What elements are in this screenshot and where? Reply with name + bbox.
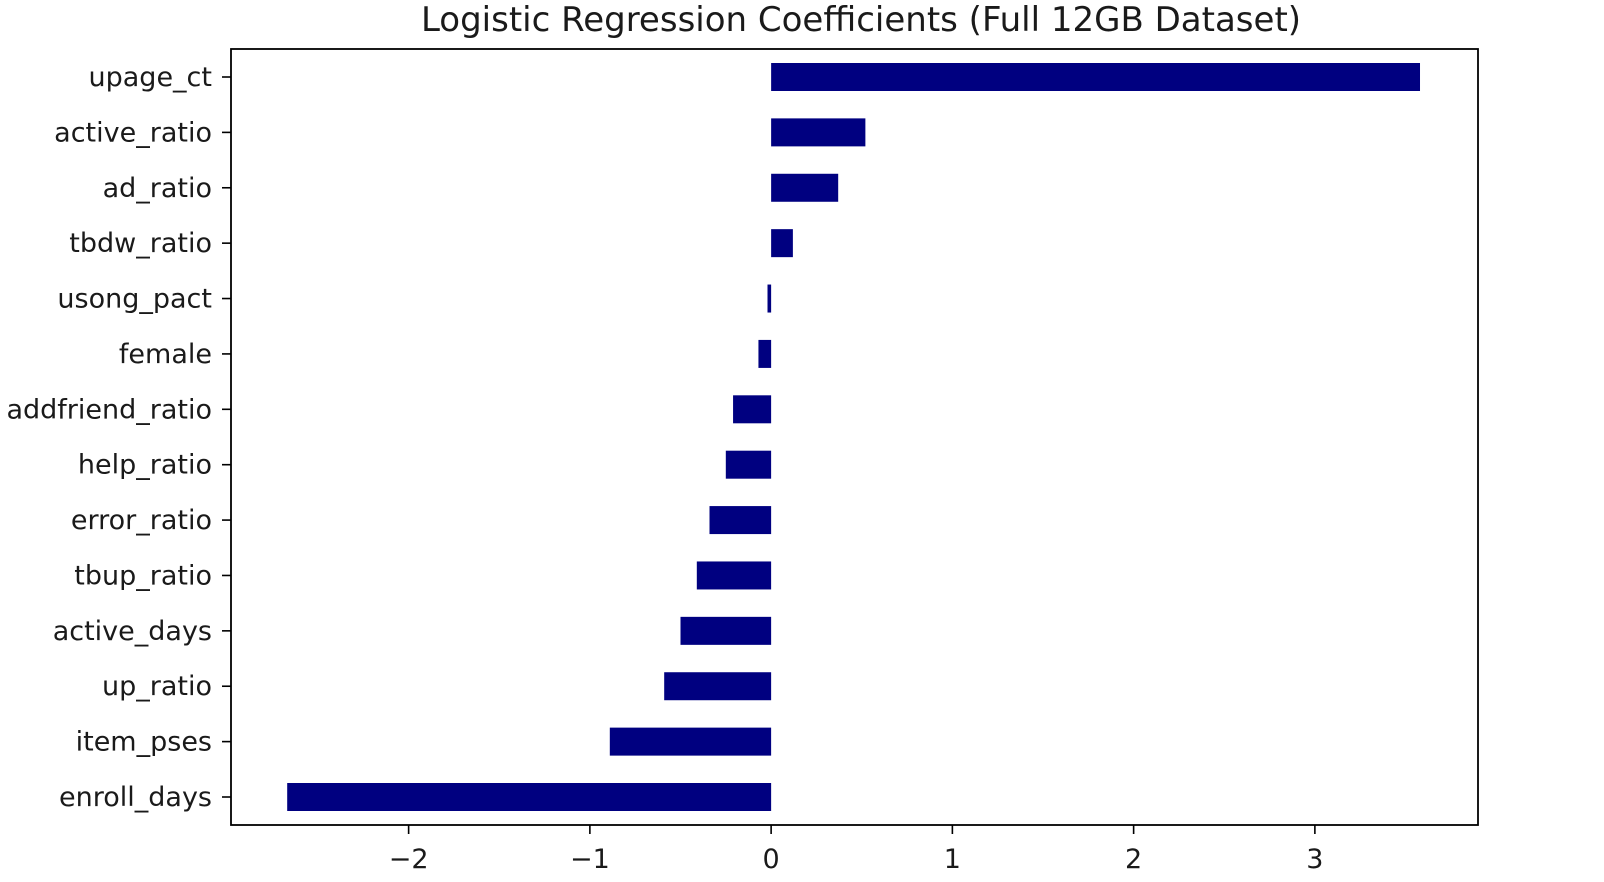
axis-ticks — [222, 76, 1316, 834]
plot-area — [287, 63, 1421, 811]
chart-title: Logistic Regression Coefficients (Full 1… — [421, 0, 1301, 40]
bar-upage_ct — [771, 63, 1421, 91]
bar-tbdw_ratio — [771, 229, 793, 258]
x-tick-label: 0 — [763, 844, 780, 875]
y-tick-label: item_pses — [76, 727, 212, 758]
bar-up_ratio — [664, 672, 772, 701]
bar-active_ratio — [771, 118, 866, 147]
y-tick-label: error_ratio — [71, 505, 212, 536]
plot-frame — [230, 48, 1479, 826]
bar-usong_pact — [767, 284, 772, 313]
bar-female — [758, 339, 772, 368]
bar-addfriend_ratio — [733, 395, 772, 424]
y-tick-label: up_ratio — [102, 671, 212, 702]
y-tick-label: upage_ct — [89, 62, 212, 93]
x-tick-label: 1 — [944, 844, 961, 875]
y-tick-label: enroll_days — [59, 782, 212, 813]
bar-help_ratio — [725, 450, 772, 479]
y-tick-label: tbup_ratio — [74, 560, 212, 591]
bar-item_pses — [609, 727, 772, 756]
y-tick-label: addfriend_ratio — [6, 394, 212, 425]
y-tick-label: active_ratio — [54, 117, 212, 148]
x-tick-label: 3 — [1306, 844, 1323, 875]
bar-active_days — [680, 616, 772, 645]
bar-tbup_ratio — [696, 561, 772, 590]
y-tick-label: female — [119, 339, 212, 370]
x-tick-label: −2 — [389, 844, 429, 875]
axis-labels: upage_ct active_ratio ad_ratio tbdw_ratious… — [6, 62, 1323, 875]
y-tick-label: tbdw_ratio — [69, 228, 212, 259]
bar-enroll_days — [287, 783, 772, 811]
bar-ad_ratio — [771, 173, 839, 202]
x-tick-label: −1 — [570, 844, 610, 875]
y-tick-label: usong_pact — [57, 284, 212, 315]
x-tick-label: 2 — [1125, 844, 1142, 875]
bar-error_ratio — [709, 506, 772, 535]
y-tick-label: ad_ratio — [103, 173, 212, 204]
y-tick-label: active_days — [53, 616, 212, 647]
y-tick-label: help_ratio — [78, 450, 212, 481]
